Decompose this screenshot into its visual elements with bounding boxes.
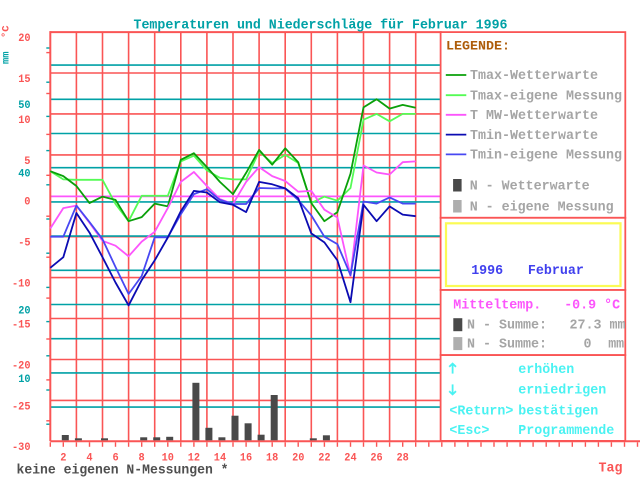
svg-text:Tag: Tag	[599, 461, 623, 477]
svg-text:50: 50	[18, 100, 30, 112]
svg-text:erniedrigen: erniedrigen	[518, 383, 606, 399]
svg-text:28: 28	[397, 452, 409, 464]
svg-text:N - Summe:: N - Summe:	[467, 337, 547, 353]
svg-text:N - Summe:: N - Summe:	[467, 318, 547, 334]
svg-text:24: 24	[344, 452, 356, 464]
svg-text:-0.9 °C: -0.9 °C	[564, 297, 620, 313]
svg-text:-10: -10	[12, 279, 31, 291]
svg-text:mm: mm	[608, 337, 624, 353]
svg-text:-15: -15	[12, 320, 31, 332]
svg-text:-20: -20	[12, 360, 31, 372]
svg-text:2: 2	[60, 452, 66, 464]
svg-text:Mitteltemp.: Mitteltemp.	[453, 297, 541, 313]
svg-text:bestätigen: bestätigen	[518, 403, 598, 419]
svg-text:20: 20	[18, 305, 30, 317]
svg-text:14: 14	[214, 452, 226, 464]
svg-text:20: 20	[18, 33, 30, 45]
svg-text:15: 15	[18, 74, 30, 86]
svg-text:10: 10	[18, 374, 30, 386]
svg-text:Tmax-Wetterwarte: Tmax-Wetterwarte	[470, 68, 598, 84]
svg-text:erhöhen: erhöhen	[518, 362, 574, 378]
svg-text:0: 0	[584, 337, 592, 353]
svg-text:16: 16	[240, 452, 252, 464]
svg-text:10: 10	[162, 452, 174, 464]
svg-text:Programmende: Programmende	[518, 423, 614, 439]
svg-text:8: 8	[139, 452, 145, 464]
svg-text:40: 40	[18, 169, 30, 181]
svg-text:10: 10	[18, 115, 30, 127]
svg-text:27.3 mm: 27.3 mm	[570, 318, 626, 334]
svg-text:-30: -30	[12, 442, 31, 454]
svg-text:mm: mm	[1, 51, 13, 64]
svg-text:Temperaturen und Niederschläge: Temperaturen und Niederschläge für Febru…	[134, 18, 508, 34]
svg-text:6: 6	[112, 452, 118, 464]
svg-text:T MW-Wetterwarte: T MW-Wetterwarte	[470, 108, 598, 124]
svg-text:12: 12	[188, 452, 200, 464]
svg-text:Februar: Februar	[528, 263, 584, 279]
svg-text:1996: 1996	[471, 263, 503, 279]
svg-text:22: 22	[318, 452, 330, 464]
svg-text:<Esc>: <Esc>	[449, 423, 489, 439]
svg-text:18: 18	[266, 452, 278, 464]
svg-text:5: 5	[24, 156, 30, 168]
svg-text:-25: -25	[12, 401, 31, 413]
svg-text:N - Wetterwarte: N - Wetterwarte	[470, 178, 590, 194]
svg-text:keine eigenen N-Messungen *: keine eigenen N-Messungen *	[17, 463, 229, 479]
svg-text:0: 0	[24, 197, 30, 209]
svg-text:°C: °C	[1, 25, 13, 38]
svg-text:Tmin-Wetterwarte: Tmin-Wetterwarte	[470, 128, 598, 144]
svg-text:<Return>: <Return>	[449, 403, 513, 419]
svg-text:Tmin-eigene Messung: Tmin-eigene Messung	[470, 148, 622, 164]
svg-text:Tmax-eigene Messung: Tmax-eigene Messung	[470, 88, 622, 104]
svg-text:LEGENDE:: LEGENDE:	[446, 39, 510, 54]
svg-text:-5: -5	[18, 238, 30, 250]
svg-text:N - eigene Messung: N - eigene Messung	[470, 199, 614, 215]
svg-text:20: 20	[292, 452, 304, 464]
svg-text:26: 26	[370, 452, 382, 464]
svg-text:4: 4	[86, 452, 92, 464]
